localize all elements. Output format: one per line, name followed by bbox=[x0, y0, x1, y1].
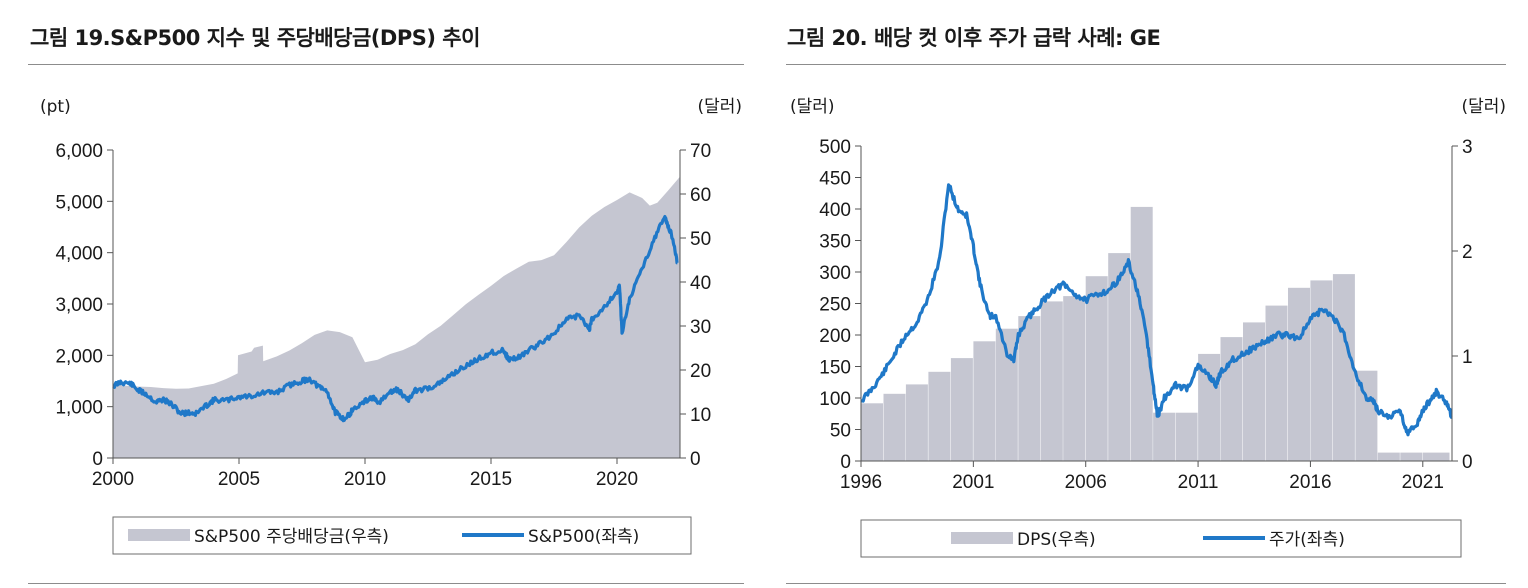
title-rule bbox=[786, 64, 1506, 65]
right-tick-label: 50 bbox=[690, 229, 711, 250]
legend-area-label: DPS(우측) bbox=[1017, 530, 1096, 550]
dps-bar bbox=[1422, 452, 1450, 461]
left-tick-label: 250 bbox=[819, 295, 851, 316]
right-tick-label: 40 bbox=[690, 273, 711, 294]
left-tick-label: 350 bbox=[819, 232, 851, 253]
legend-line-label: 주가(좌측) bbox=[1269, 530, 1345, 550]
dps-bar bbox=[1108, 253, 1131, 461]
right-tick-label: 3 bbox=[1462, 137, 1473, 158]
dps-area bbox=[113, 176, 680, 458]
x-tick-label: 2005 bbox=[218, 469, 260, 490]
right-tick-label: 20 bbox=[690, 361, 711, 382]
x-tick-label: 2010 bbox=[344, 469, 386, 490]
dps-bar bbox=[1310, 280, 1333, 461]
dps-bar bbox=[1243, 322, 1265, 461]
right-axis-unit: (달러) bbox=[697, 97, 742, 117]
dps-bar bbox=[973, 341, 996, 461]
ge-panel: 그림 20. 배당 컷 이후 주가 급락 사례: GE (달러) (달러) 0 50 1… bbox=[760, 0, 1528, 588]
left-tick-label: 0 bbox=[840, 452, 851, 473]
left-tick-label: 100 bbox=[819, 389, 851, 410]
left-tick-label: 6,000 bbox=[55, 141, 103, 162]
right-tick-label: 1 bbox=[1462, 347, 1473, 368]
x-tick-label: 2020 bbox=[596, 469, 638, 490]
dps-bar bbox=[1355, 370, 1378, 461]
legend-area-label: S&P500 주당배당금(우측) bbox=[194, 527, 389, 547]
left-tick-label: 5,000 bbox=[55, 192, 103, 213]
dps-bar bbox=[905, 384, 928, 461]
right-tick-label: 0 bbox=[1462, 452, 1473, 473]
left-tick-label: 50 bbox=[830, 421, 851, 442]
left-tick-label: 300 bbox=[819, 263, 851, 284]
left-tick-label: 150 bbox=[819, 358, 851, 379]
bottom-rule bbox=[786, 583, 1506, 584]
bottom-rule bbox=[28, 583, 744, 584]
legend-area-swatch bbox=[128, 529, 190, 541]
ge-chart-title: 그림 20. 배당 컷 이후 주가 급락 사례: GE bbox=[787, 26, 1161, 50]
sp500-panel: 그림 19.S&P500 지수 및 주당배당금(DPS) 추이 (pt) (달러)… bbox=[0, 0, 760, 588]
left-axis-unit: (달러) bbox=[790, 97, 835, 117]
dps-bar bbox=[1288, 287, 1310, 462]
x-tick-label: 1996 bbox=[840, 472, 882, 493]
legend-box bbox=[112, 516, 692, 555]
right-tick-label: 30 bbox=[690, 317, 711, 338]
dps-bar bbox=[1400, 452, 1423, 461]
left-tick-label: 500 bbox=[819, 137, 851, 158]
x-tick-label: 2011 bbox=[1178, 472, 1219, 493]
dps-bar bbox=[883, 393, 906, 461]
x-tick-label: 2016 bbox=[1289, 472, 1331, 493]
legend-area-swatch bbox=[951, 532, 1013, 544]
dps-bar bbox=[928, 371, 951, 462]
dps-bar bbox=[1175, 412, 1198, 461]
dps-bar bbox=[1085, 276, 1108, 461]
ge-chart: (달러) (달러)05010015020025030035040045050001… bbox=[790, 97, 1506, 558]
dps-bar bbox=[950, 358, 973, 461]
dps-bar bbox=[1063, 296, 1086, 461]
dps-bar bbox=[1040, 301, 1063, 461]
title-rule bbox=[28, 64, 744, 65]
left-tick-label: 0 bbox=[92, 449, 103, 470]
dps-bar bbox=[1377, 452, 1400, 461]
left-tick-label: 2,000 bbox=[55, 346, 103, 367]
left-tick-label: 200 bbox=[819, 326, 851, 347]
left-tick-label: 3,000 bbox=[55, 295, 103, 316]
left-axis-unit: (pt) bbox=[40, 97, 71, 117]
left-tick-label: 4,000 bbox=[55, 244, 103, 265]
price-line bbox=[860, 183, 1453, 437]
x-tick-label: 2015 bbox=[470, 469, 512, 490]
dps-bar bbox=[1130, 206, 1153, 461]
left-tick-label: 450 bbox=[819, 169, 851, 190]
dps-bar bbox=[1018, 316, 1041, 461]
right-tick-label: 70 bbox=[690, 141, 711, 162]
dps-bar bbox=[861, 403, 883, 462]
right-tick-label: 2 bbox=[1462, 242, 1473, 263]
left-tick-label: 1,000 bbox=[55, 398, 103, 419]
dps-bar bbox=[1153, 412, 1176, 461]
left-tick-label: 400 bbox=[819, 200, 851, 221]
x-tick-label: 2000 bbox=[92, 469, 134, 490]
sp500-chart-title: 그림 19.S&P500 지수 및 주당배당금(DPS) 추이 bbox=[30, 26, 480, 50]
right-tick-label: 10 bbox=[690, 405, 711, 426]
x-tick-label: 2021 bbox=[1402, 472, 1444, 493]
legend-line-label: S&P500(좌측) bbox=[528, 527, 639, 547]
dps-bar bbox=[1265, 305, 1288, 461]
right-axis-unit: (달러) bbox=[1461, 97, 1506, 117]
x-tick-label: 2001 bbox=[952, 472, 994, 493]
right-tick-label: 60 bbox=[690, 185, 711, 206]
right-tick-label: 0 bbox=[690, 449, 701, 470]
sp500-chart: (pt) (달러) 0 1,000 2,000 3,000 4,000 5,000 6,000 0… bbox=[40, 97, 742, 555]
price-line bbox=[112, 215, 679, 423]
x-tick-label: 2006 bbox=[1065, 472, 1107, 493]
